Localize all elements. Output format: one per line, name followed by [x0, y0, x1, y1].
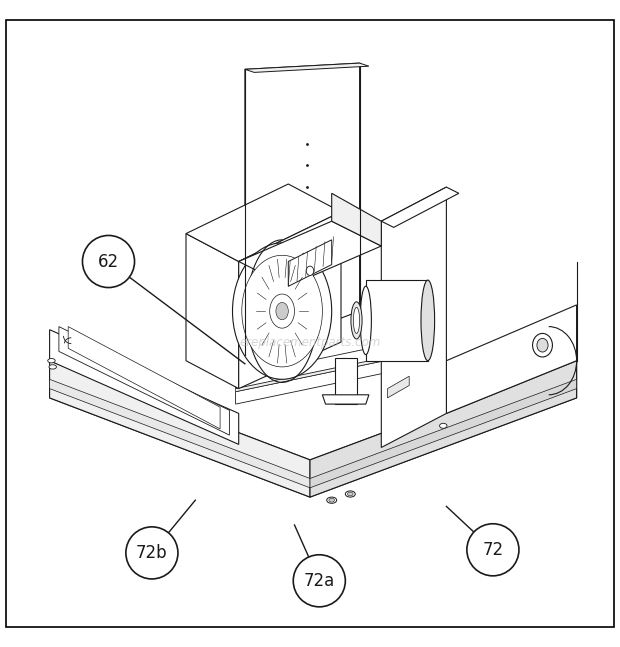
Polygon shape — [288, 240, 332, 287]
Polygon shape — [446, 305, 577, 413]
Ellipse shape — [347, 492, 353, 496]
Polygon shape — [332, 193, 381, 246]
Polygon shape — [381, 187, 446, 448]
Ellipse shape — [49, 365, 56, 369]
Ellipse shape — [329, 498, 335, 502]
Polygon shape — [186, 184, 341, 261]
Ellipse shape — [270, 294, 294, 328]
Ellipse shape — [276, 302, 288, 320]
Ellipse shape — [351, 302, 362, 339]
Ellipse shape — [306, 266, 314, 276]
Polygon shape — [366, 280, 428, 360]
Polygon shape — [335, 358, 356, 404]
Polygon shape — [236, 345, 384, 389]
Polygon shape — [310, 360, 577, 497]
Polygon shape — [381, 187, 459, 227]
Polygon shape — [236, 360, 384, 404]
Polygon shape — [59, 327, 229, 435]
Ellipse shape — [421, 280, 435, 360]
Polygon shape — [245, 63, 369, 72]
Ellipse shape — [345, 491, 355, 497]
Circle shape — [126, 527, 178, 579]
Circle shape — [467, 524, 519, 576]
Ellipse shape — [537, 338, 548, 352]
Text: ereplacementparts.com: ereplacementparts.com — [239, 336, 381, 349]
Ellipse shape — [533, 333, 552, 357]
Polygon shape — [245, 63, 360, 355]
Ellipse shape — [360, 286, 371, 355]
Polygon shape — [68, 327, 220, 429]
Polygon shape — [50, 379, 310, 488]
Circle shape — [82, 236, 135, 287]
Ellipse shape — [232, 243, 332, 379]
Polygon shape — [186, 234, 239, 389]
Polygon shape — [446, 317, 577, 413]
Text: 72: 72 — [482, 541, 503, 559]
Polygon shape — [50, 330, 239, 444]
Polygon shape — [50, 360, 577, 497]
Ellipse shape — [440, 423, 447, 428]
Text: 62: 62 — [98, 252, 119, 270]
Ellipse shape — [48, 358, 55, 363]
Circle shape — [293, 554, 345, 607]
Polygon shape — [239, 221, 381, 287]
Polygon shape — [239, 212, 341, 389]
Text: 72a: 72a — [304, 572, 335, 590]
Text: 72b: 72b — [136, 544, 168, 562]
Polygon shape — [50, 360, 310, 497]
Polygon shape — [322, 395, 369, 404]
Ellipse shape — [242, 256, 322, 367]
Ellipse shape — [353, 307, 360, 333]
Ellipse shape — [327, 497, 337, 503]
Polygon shape — [236, 351, 384, 391]
Polygon shape — [310, 379, 577, 488]
Polygon shape — [388, 376, 409, 398]
